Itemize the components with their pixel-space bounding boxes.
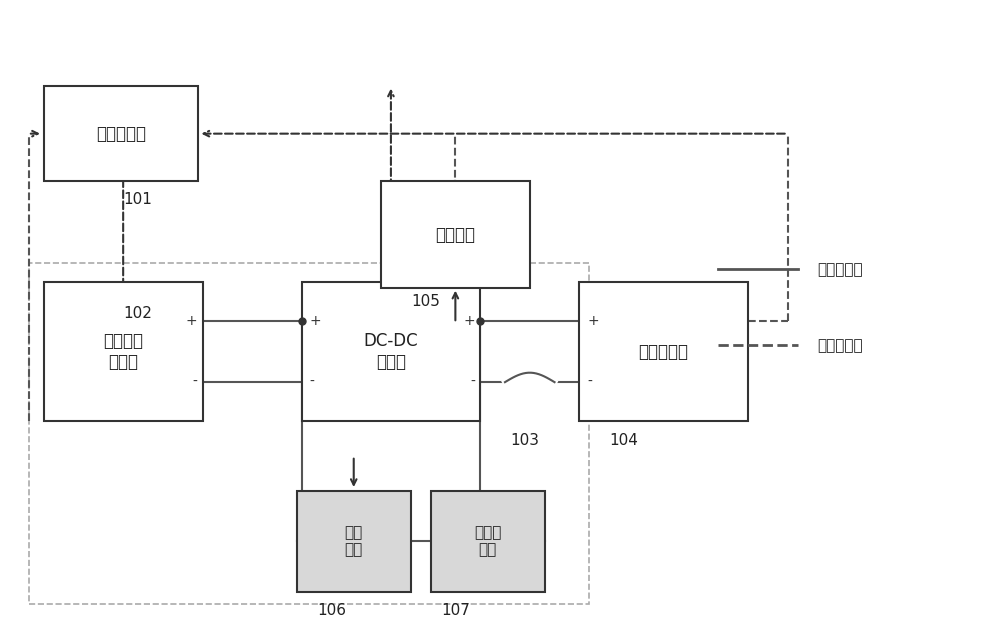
Text: +: + xyxy=(310,314,321,328)
Text: 整车控制器: 整车控制器 xyxy=(96,125,146,143)
Text: DC-DC
变换器: DC-DC 变换器 xyxy=(364,332,418,371)
Text: 动力电池: 动力电池 xyxy=(435,226,475,244)
FancyBboxPatch shape xyxy=(44,282,203,421)
Text: +: + xyxy=(464,314,475,328)
Text: 网络通信线: 网络通信线 xyxy=(817,338,863,353)
FancyBboxPatch shape xyxy=(302,282,480,421)
Text: 电机控制器: 电机控制器 xyxy=(639,342,689,360)
Text: 旁路
开关: 旁路 开关 xyxy=(345,525,363,557)
Text: 107: 107 xyxy=(441,603,470,618)
FancyBboxPatch shape xyxy=(381,181,530,289)
Text: 防反充
装置: 防反充 装置 xyxy=(474,525,501,557)
Text: -: - xyxy=(587,375,592,389)
Text: 104: 104 xyxy=(610,433,638,447)
FancyBboxPatch shape xyxy=(44,86,198,181)
Text: 102: 102 xyxy=(124,306,152,321)
FancyBboxPatch shape xyxy=(579,282,748,421)
Text: +: + xyxy=(186,314,198,328)
Text: +: + xyxy=(587,314,599,328)
Text: -: - xyxy=(310,375,314,389)
Text: 103: 103 xyxy=(510,433,539,447)
Text: -: - xyxy=(470,375,475,389)
FancyBboxPatch shape xyxy=(297,490,411,591)
Text: 101: 101 xyxy=(124,193,152,207)
Text: -: - xyxy=(193,375,198,389)
FancyBboxPatch shape xyxy=(431,490,545,591)
Text: 电力连接线: 电力连接线 xyxy=(817,262,863,277)
Text: 106: 106 xyxy=(317,603,346,618)
Text: 105: 105 xyxy=(411,294,440,308)
Text: 燃料电池
发动机: 燃料电池 发动机 xyxy=(103,332,143,371)
